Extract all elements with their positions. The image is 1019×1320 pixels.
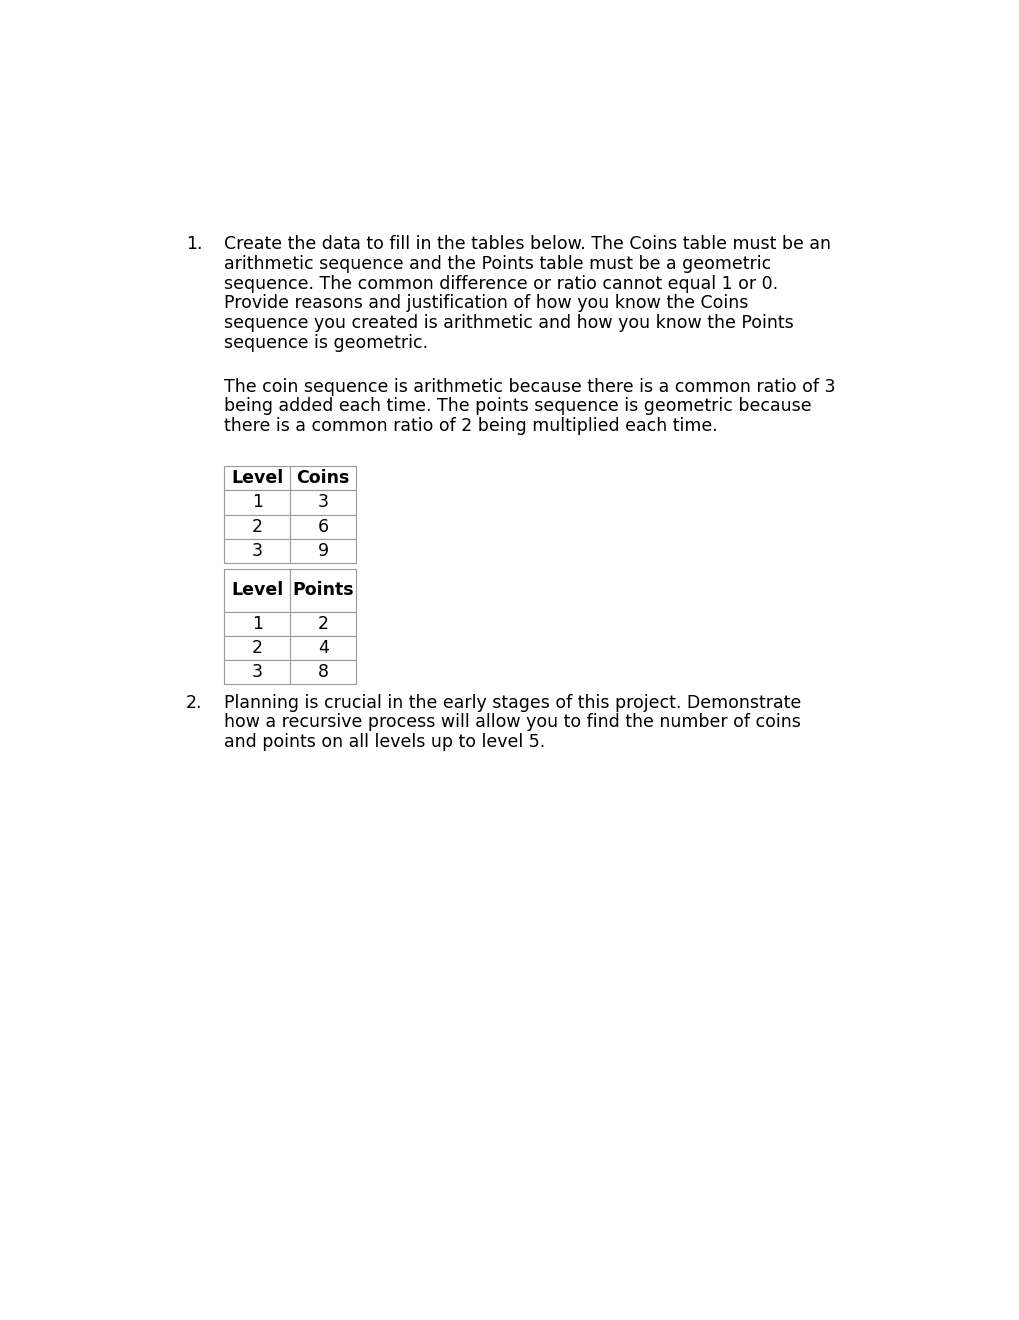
Text: 3: 3	[252, 663, 263, 681]
Bar	[224, 515, 290, 539]
Bar	[290, 660, 356, 684]
Text: sequence is geometric.: sequence is geometric.	[224, 334, 428, 351]
Text: Coins: Coins	[297, 469, 350, 487]
Text: 8: 8	[317, 663, 328, 681]
Text: and points on all levels up to level 5.: and points on all levels up to level 5.	[224, 733, 545, 751]
Text: how a recursive process will allow you to find the number of coins: how a recursive process will allow you t…	[224, 713, 801, 731]
Bar	[290, 515, 356, 539]
Bar	[224, 490, 290, 515]
Text: 9: 9	[317, 543, 328, 560]
Text: Planning is crucial in the early stages of this project. Demonstrate: Planning is crucial in the early stages …	[224, 693, 801, 711]
Bar	[224, 569, 290, 611]
Text: 1.: 1.	[185, 235, 202, 253]
Bar	[290, 490, 356, 515]
Bar	[224, 466, 290, 490]
Text: 2: 2	[252, 517, 263, 536]
Text: Level: Level	[231, 469, 283, 487]
Text: 2: 2	[317, 615, 328, 632]
Text: The coin sequence is arithmetic because there is a common ratio of 3: The coin sequence is arithmetic because …	[224, 378, 835, 396]
Text: 6: 6	[317, 517, 328, 536]
Text: 3: 3	[317, 494, 328, 511]
Text: 2: 2	[252, 639, 263, 657]
Text: Points: Points	[292, 581, 354, 599]
Text: 2.: 2.	[185, 693, 202, 711]
Bar	[290, 539, 356, 564]
Text: 3: 3	[252, 543, 263, 560]
Text: there is a common ratio of 2 being multiplied each time.: there is a common ratio of 2 being multi…	[224, 417, 717, 436]
Text: being added each time. The points sequence is geometric because: being added each time. The points sequen…	[224, 397, 811, 416]
Text: Provide reasons and justification of how you know the Coins: Provide reasons and justification of how…	[224, 294, 748, 313]
Text: 1: 1	[252, 494, 263, 511]
Bar	[290, 466, 356, 490]
Text: sequence you created is arithmetic and how you know the Points: sequence you created is arithmetic and h…	[224, 314, 794, 331]
Bar	[224, 636, 290, 660]
Bar	[290, 636, 356, 660]
Bar	[224, 660, 290, 684]
Bar	[224, 611, 290, 636]
Text: 1: 1	[252, 615, 263, 632]
Text: sequence. The common difference or ratio cannot equal 1 or 0.: sequence. The common difference or ratio…	[224, 275, 777, 293]
Text: Create the data to fill in the tables below. The Coins table must be an: Create the data to fill in the tables be…	[224, 235, 830, 253]
Bar	[224, 539, 290, 564]
Text: arithmetic sequence and the Points table must be a geometric: arithmetic sequence and the Points table…	[224, 255, 770, 273]
Text: 4: 4	[318, 639, 328, 657]
Bar	[290, 569, 356, 611]
Text: Level: Level	[231, 581, 283, 599]
Bar	[290, 611, 356, 636]
